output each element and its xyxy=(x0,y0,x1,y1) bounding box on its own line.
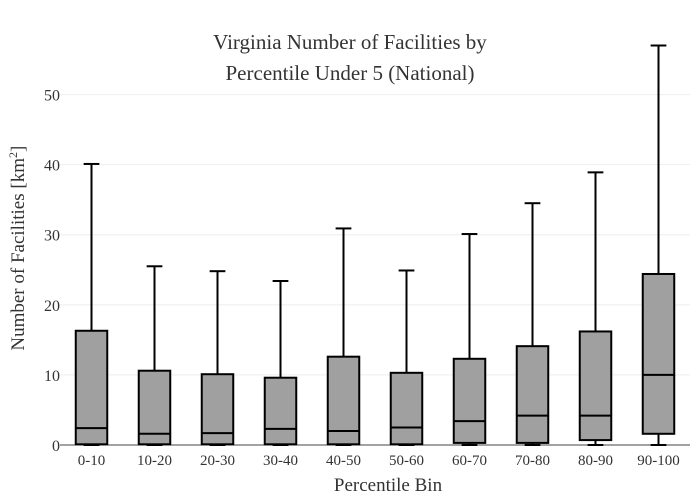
box-iqr xyxy=(515,345,550,444)
y-tick-label: 0 xyxy=(52,438,60,455)
x-tick-label: 10-20 xyxy=(137,453,172,469)
box-iqr xyxy=(74,329,109,446)
box-90-100 xyxy=(641,44,676,446)
box-iqr xyxy=(326,355,361,446)
y-axis: 0 10 20 30 40 50 xyxy=(44,88,60,455)
box-iqr xyxy=(137,369,172,446)
x-tick-label: 0-10 xyxy=(78,453,106,469)
x-axis-ticks: 0-10 10-20 20-30 30-40 40-50 50-60 60-70 70-80 8… xyxy=(78,453,680,469)
box-iqr xyxy=(263,376,298,446)
x-tick-label: 40-50 xyxy=(326,453,361,469)
y-tick-label: 10 xyxy=(44,368,60,385)
chart-title-line-2: Percentile Under 5 (National) xyxy=(225,61,475,85)
box-20-30 xyxy=(200,270,235,446)
box-iqr xyxy=(452,357,487,444)
x-tick-label: 20-30 xyxy=(200,453,235,469)
box-50-60 xyxy=(389,269,424,446)
y-tick-label: 50 xyxy=(44,88,60,105)
box-70-80 xyxy=(515,202,550,446)
y-axis-label: Number of Facilities [km2] xyxy=(5,145,30,351)
x-axis-label: Percentile Bin xyxy=(333,475,443,496)
y-tick-label: 40 xyxy=(44,158,60,175)
box-80-90 xyxy=(578,171,613,446)
y-axis-unit: km xyxy=(8,158,30,183)
box-10-20 xyxy=(137,265,172,446)
y-axis-unit-exponent: 2 xyxy=(5,152,20,159)
x-tick-label: 30-40 xyxy=(263,453,298,469)
x-tick-label: 90-100 xyxy=(637,453,680,469)
box-0-10 xyxy=(74,162,109,446)
y-tick-label: 20 xyxy=(44,298,60,315)
box-30-40 xyxy=(263,279,298,446)
box-60-70 xyxy=(452,233,487,446)
box-iqr xyxy=(641,272,676,435)
y-tick-label: 30 xyxy=(44,228,60,245)
chart-title-line-1: Virginia Number of Facilities by xyxy=(213,30,487,54)
box-iqr xyxy=(578,330,613,442)
x-tick-label: 60-70 xyxy=(452,453,487,469)
x-tick-label: 50-60 xyxy=(389,453,424,469)
box-40-50 xyxy=(326,227,361,446)
x-tick-label: 80-90 xyxy=(578,453,613,469)
y-axis-label-text: Number of Facilities xyxy=(8,193,30,351)
boxes xyxy=(74,44,676,446)
box-iqr xyxy=(389,371,424,446)
x-tick-label: 70-80 xyxy=(515,453,550,469)
